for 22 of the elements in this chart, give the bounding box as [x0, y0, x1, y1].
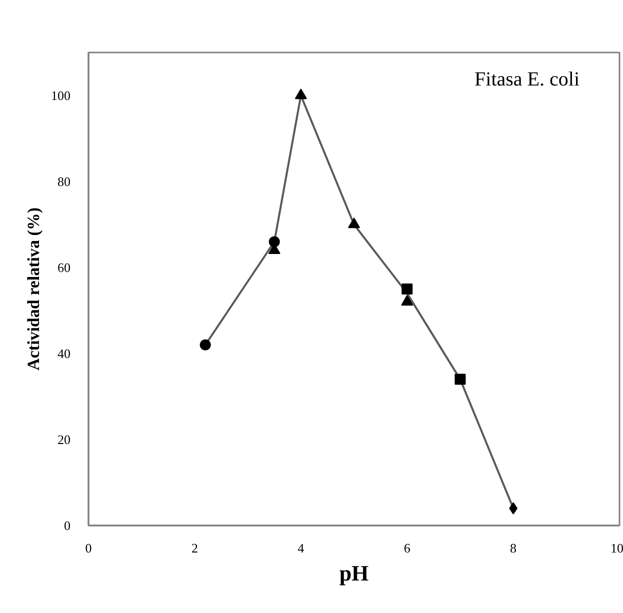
x-tick-label: 0: [85, 540, 92, 556]
point: [200, 339, 211, 350]
y-tick-label: 0: [64, 518, 70, 533]
point: [348, 218, 360, 228]
point: [294, 88, 307, 100]
y-tick-label: 20: [58, 432, 70, 447]
x-tick-label: 8: [510, 540, 517, 556]
x-tick-label: 10: [610, 540, 623, 556]
x-tick-label: 4: [298, 540, 305, 556]
y-tick-label: 40: [58, 346, 70, 361]
y-tick-label: 100: [51, 88, 70, 103]
y-tick-label: 60: [58, 260, 70, 275]
y-axis-title: Actividad relativa (%): [24, 207, 43, 371]
x-tick-label: 6: [404, 540, 411, 556]
annotation: Fitasa E. coli: [474, 68, 580, 90]
x-axis-title: pH: [339, 560, 369, 586]
point: [454, 374, 466, 385]
point: [402, 284, 413, 294]
point: [401, 295, 414, 306]
point: [268, 236, 280, 248]
x-tick-label: 2: [191, 540, 198, 556]
y-tick-label: 80: [58, 174, 70, 189]
